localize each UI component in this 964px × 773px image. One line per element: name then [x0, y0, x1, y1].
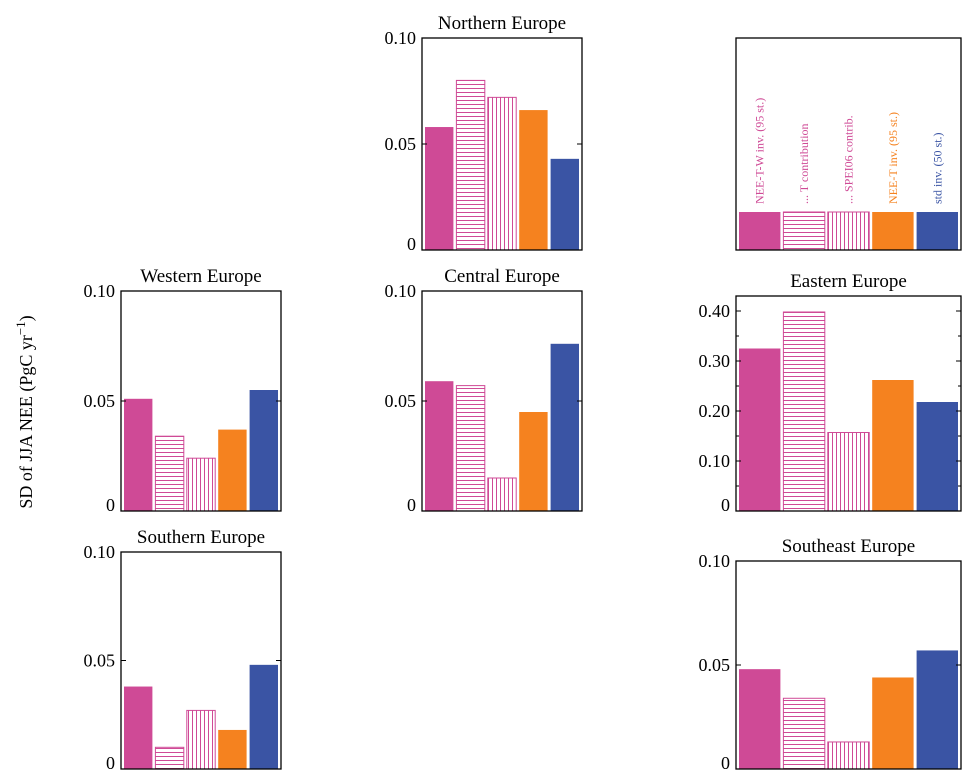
bar-3 [186, 457, 216, 512]
legend-swatch-3 [827, 211, 870, 251]
y-tick-label: 0 [407, 495, 416, 515]
bar-2 [455, 385, 486, 512]
y-tick-label: 0.05 [699, 655, 731, 675]
bar-4 [218, 729, 247, 769]
legend-label-5: std inv. (50 st.) [930, 132, 944, 204]
bar-1 [425, 381, 454, 511]
bar-5 [550, 343, 579, 511]
panel-southeast-europe: Southeast Europe 0 0.05 0.10 [699, 536, 962, 773]
bar-3 [487, 96, 517, 251]
panel-frame [735, 295, 962, 512]
y-tick-label: 0.10 [699, 451, 731, 471]
bar-4 [519, 110, 548, 250]
y-tick-label: 0 [721, 753, 730, 773]
y-axis-label: SD of JJA NEE (PgC yr−1) [13, 315, 37, 508]
panel-title: Central Europe [444, 266, 560, 287]
y-tick-label: 0.30 [699, 351, 731, 371]
bar-4 [218, 429, 247, 511]
bar-3 [487, 477, 517, 512]
legend-label-2: ... T contribution [797, 123, 811, 204]
panel-northern-europe: Northern Europe 0 0.05 0.10 [385, 13, 583, 254]
y-axis-label-superscript: −1 [13, 321, 28, 335]
y-tick-label: 0 [106, 753, 115, 773]
y-tick-label: 0.05 [385, 134, 417, 154]
panels-group: Northern Europe 0 0.05 0.10 Western Europe 0 0… [84, 13, 962, 773]
y-tick-label: 0.10 [385, 28, 417, 48]
legend-swatch-4 [872, 212, 914, 250]
bar-2 [154, 435, 185, 512]
y-tick-label: 0.05 [84, 391, 116, 411]
bar-5 [916, 402, 958, 511]
legend-swatch-1 [739, 212, 781, 250]
panel-title: Southeast Europe [782, 536, 916, 557]
panel-western-europe: Western Europe 0 0.05 0.10 [84, 266, 282, 515]
bar-5 [550, 158, 579, 250]
panel-title: Southern Europe [137, 527, 265, 548]
panel-eastern-europe: Eastern Europe 0 0.10 0.20 0.30 0.40 [699, 271, 962, 515]
y-tick-label: 0 [407, 234, 416, 254]
y-tick-label: 0.40 [699, 301, 731, 321]
bar-3 [186, 709, 216, 770]
bar-4 [872, 380, 914, 511]
bar-1 [124, 686, 153, 769]
bar-2 [154, 746, 185, 770]
legend-swatch-5 [916, 212, 958, 250]
legend-frame [735, 37, 962, 251]
y-tick-label: 0.05 [385, 391, 417, 411]
bar-1 [739, 348, 781, 511]
bar-1 [124, 398, 153, 511]
bar-3 [827, 432, 870, 512]
panel-title: Western Europe [140, 266, 261, 287]
panel-southern-europe: Southern Europe 0 0.05 0.10 [84, 527, 282, 773]
bar-5 [249, 664, 278, 769]
bar-1 [739, 669, 781, 769]
legend-label-3: ... SPEI06 contrib. [842, 115, 856, 204]
panel-title: Eastern Europe [790, 271, 907, 292]
y-tick-label: 0.20 [699, 401, 731, 421]
bar-4 [872, 677, 914, 769]
y-axis-label-main: SD of JJA NEE (PgC yr [16, 335, 37, 509]
bar-4 [519, 412, 548, 511]
y-tick-label: 0.10 [84, 281, 116, 301]
y-axis-label-close: ) [16, 315, 37, 321]
legend-panel: NEE-T-W inv. (95 st.) ... T contribution.… [735, 37, 962, 251]
y-tick-label: 0.05 [84, 651, 116, 671]
y-tick-label: 0 [721, 495, 730, 515]
y-tick-label: 0.10 [385, 281, 417, 301]
bar-5 [916, 650, 958, 769]
y-tick-label: 0.10 [84, 542, 116, 562]
bar-1 [425, 127, 454, 250]
legend-label-1: NEE-T-W inv. (95 st.) [753, 98, 767, 204]
legend-label-4: NEE-T inv. (95 st.) [886, 112, 900, 204]
panel-central-europe: Central Europe 0 0.05 0.10 [385, 266, 583, 515]
y-tick-label: 0.10 [699, 551, 731, 571]
bar-2 [782, 697, 826, 770]
y-tick-label: 0 [106, 495, 115, 515]
panel-title: Northern Europe [438, 13, 566, 34]
bar-5 [249, 390, 278, 511]
bar-2 [782, 311, 826, 512]
bar-2 [455, 79, 486, 251]
bar-3 [827, 741, 870, 770]
legend-swatch-2 [782, 211, 826, 251]
